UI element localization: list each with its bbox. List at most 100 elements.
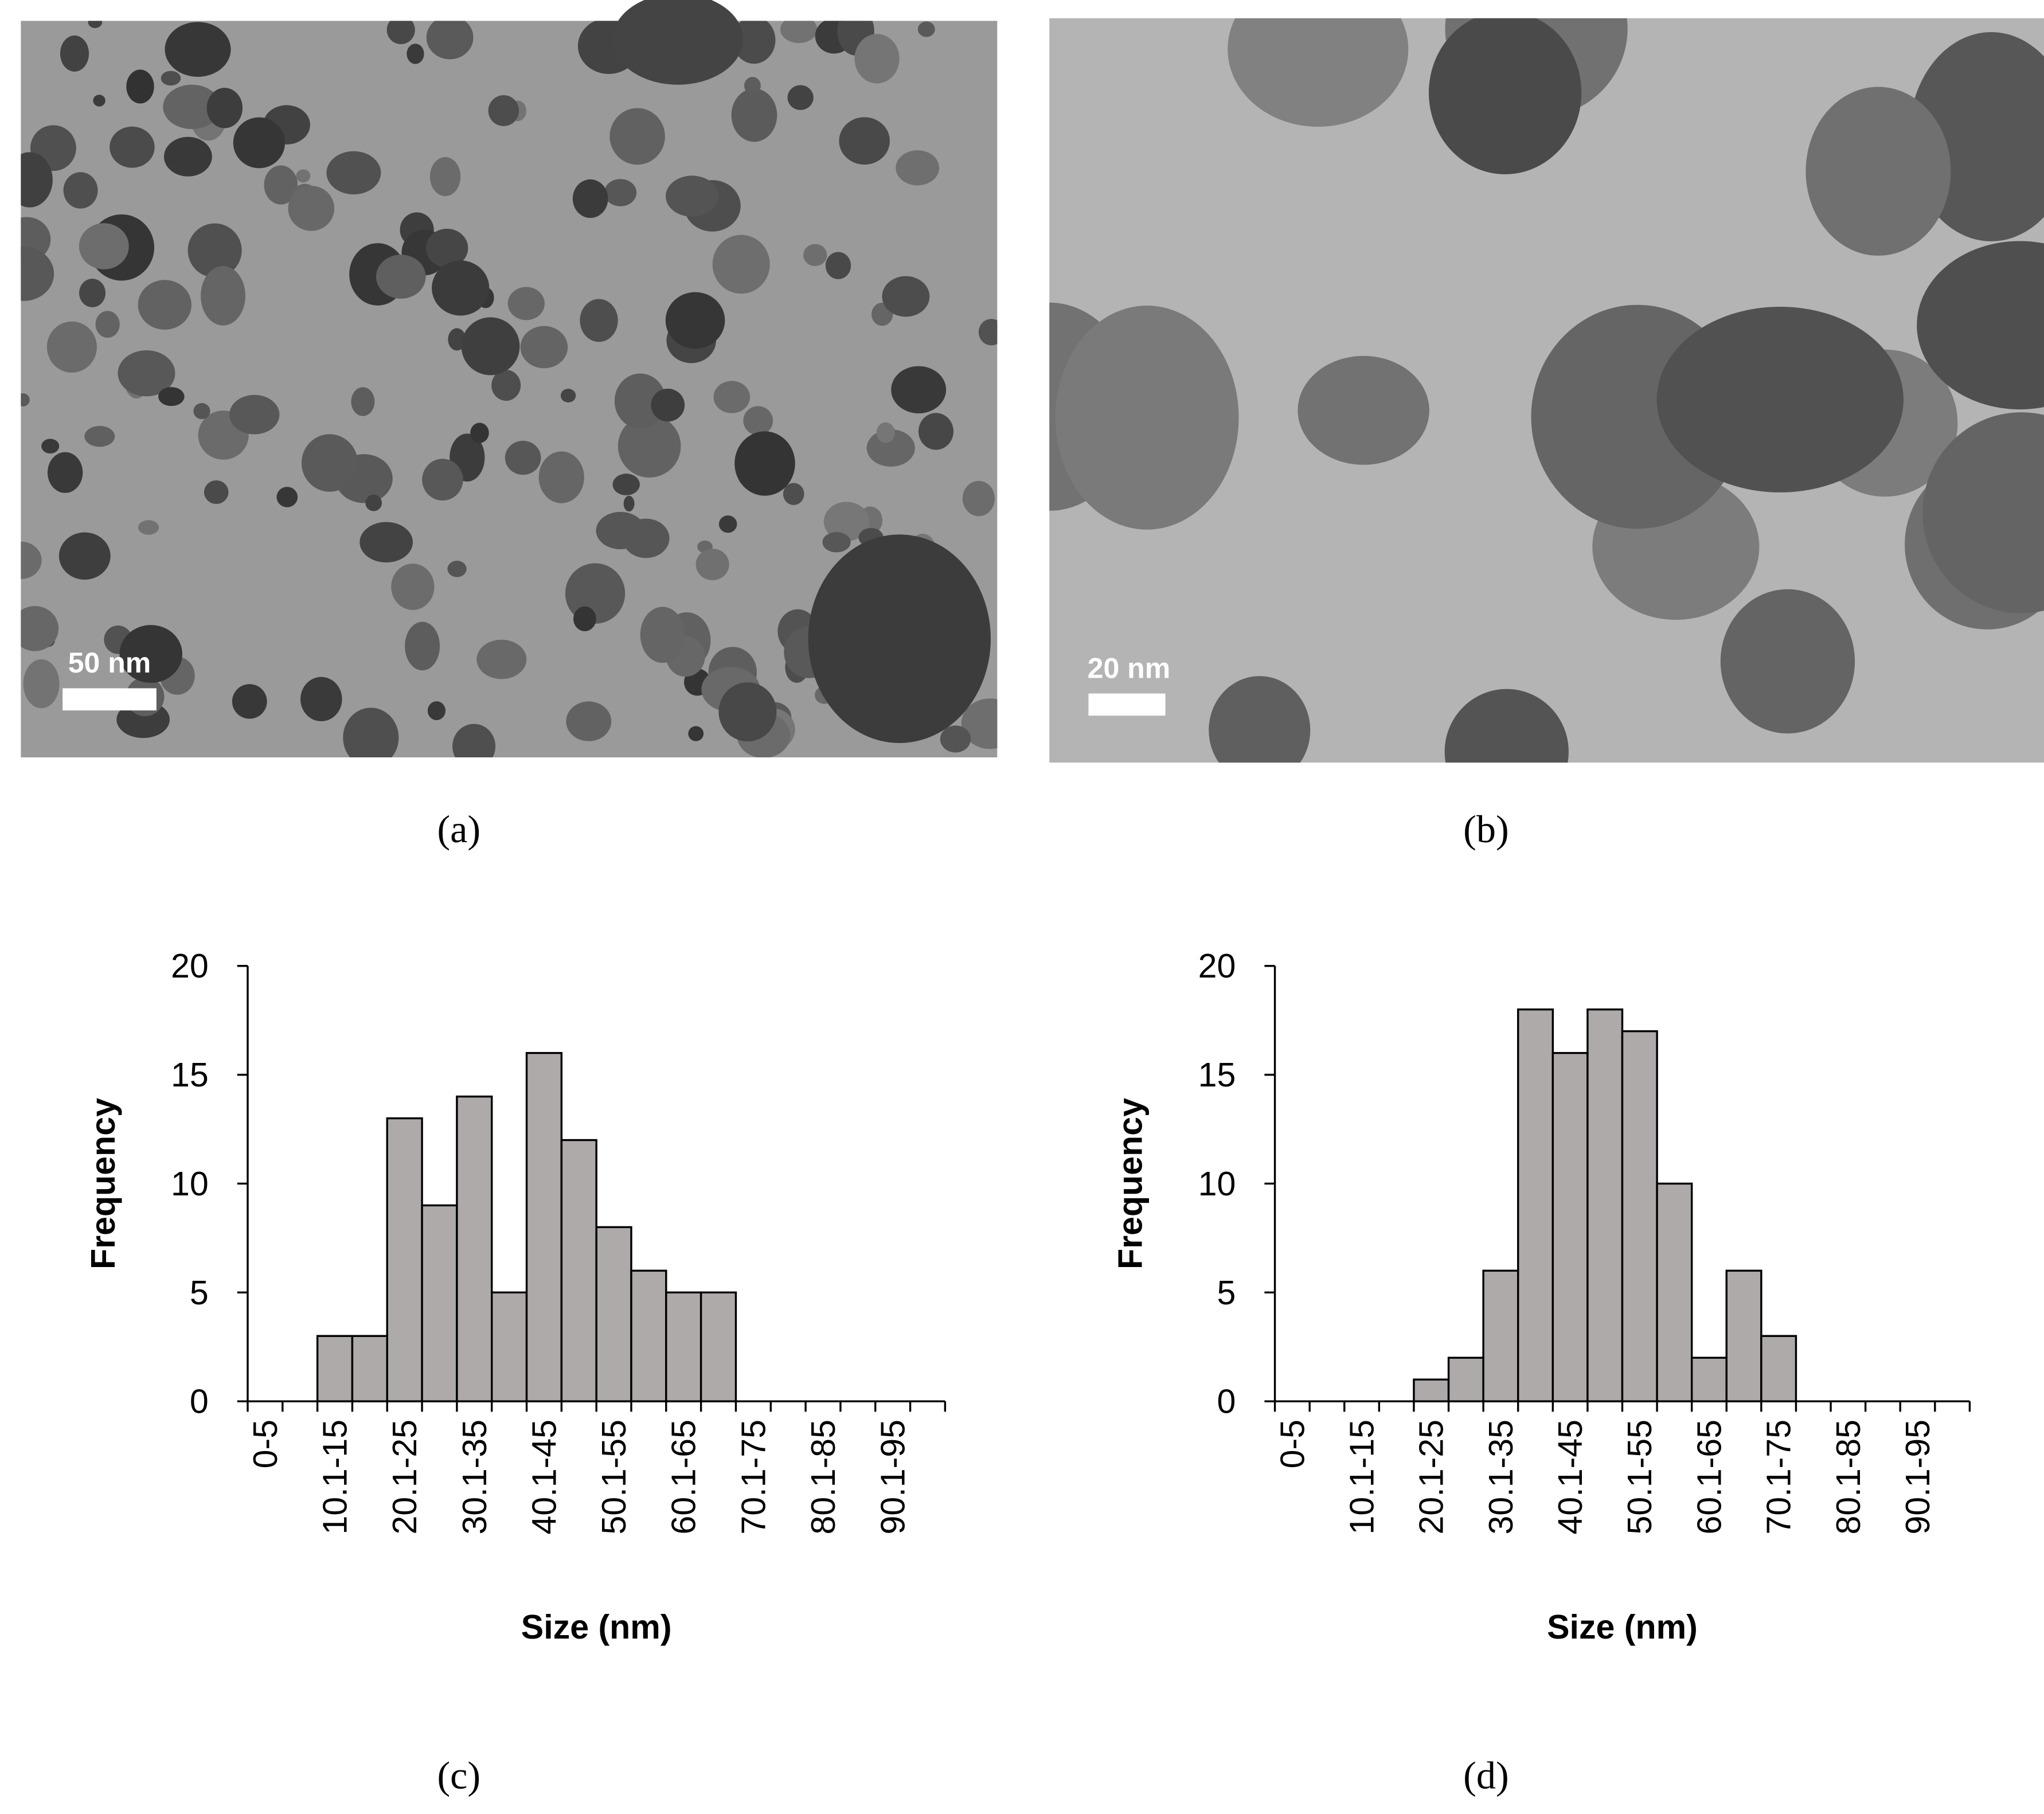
x-tick-label: 10.1-15 (1343, 1420, 1381, 1534)
tem-image-b: 20 nm (1049, 18, 2044, 763)
particle (63, 172, 98, 209)
particle (187, 223, 242, 278)
particle (1805, 87, 1951, 256)
particle (461, 317, 520, 376)
particle (452, 724, 496, 757)
particle (79, 279, 106, 307)
particle (432, 260, 490, 316)
particle (520, 326, 568, 369)
particle (193, 403, 210, 420)
x-tick-label: 60.1-65 (665, 1420, 703, 1534)
bar (351, 1335, 388, 1402)
particle (276, 487, 298, 507)
particle (823, 502, 870, 541)
particle (718, 515, 737, 533)
particle (351, 387, 375, 416)
particle (891, 366, 947, 413)
particle (429, 157, 461, 197)
y-axis-label: Frequency (84, 1098, 122, 1269)
particle (839, 117, 890, 165)
particle (978, 319, 998, 346)
particle (822, 531, 851, 553)
x-tick-label: 60.1-65 (1690, 1420, 1728, 1534)
particle (1209, 676, 1311, 763)
bar (1447, 1356, 1484, 1402)
particle (780, 21, 818, 44)
particle (422, 459, 463, 501)
particle (300, 677, 342, 722)
particle (505, 440, 541, 475)
y-tick-label: 5 (190, 1273, 209, 1312)
bar (665, 1291, 702, 1402)
particle (447, 561, 467, 577)
chart: 0 5 10 15 20 0-5 10.1-15 20.1-25 30.1-35 40.1-45 5… (84, 947, 947, 1797)
particle (573, 606, 596, 631)
particle (84, 425, 115, 447)
x-tick-label: 80.1-85 (1829, 1420, 1867, 1534)
particle (47, 452, 83, 493)
bar (560, 1139, 597, 1402)
particle (825, 252, 851, 279)
y-tick-label: 10 (1198, 1164, 1236, 1203)
particle (734, 431, 795, 496)
particle (425, 228, 468, 268)
particle (164, 136, 212, 177)
particle (21, 605, 59, 651)
panel-label: (b) (1463, 807, 1509, 851)
bar (456, 1095, 493, 1402)
particle (1055, 306, 1239, 530)
panel-label: (d) (1463, 1753, 1509, 1797)
particle (288, 186, 335, 231)
particle (21, 541, 42, 579)
y-tick-label: 5 (1217, 1273, 1236, 1312)
x-tick-label: 0-5 (1273, 1420, 1311, 1468)
particle (743, 406, 773, 436)
particle (665, 292, 725, 349)
particle (560, 389, 576, 402)
x-tick-label: 10.1-15 (315, 1420, 354, 1534)
particle (301, 434, 358, 492)
particle (161, 71, 181, 86)
particle (376, 255, 426, 299)
particle (46, 321, 97, 373)
particle (854, 34, 900, 84)
bar (1482, 1269, 1519, 1402)
x-tick-label: 90.1-95 (1898, 1420, 1937, 1534)
particle (808, 534, 991, 743)
particle (1720, 589, 1855, 734)
particle (95, 311, 120, 338)
particle (1922, 412, 2044, 613)
particle (783, 483, 804, 505)
particle (612, 0, 743, 85)
particle (201, 266, 245, 326)
x-tick-label: 30.1-35 (1482, 1420, 1520, 1534)
particle (21, 152, 53, 208)
particles (21, 21, 998, 757)
particle (326, 151, 381, 195)
particle (110, 126, 155, 168)
particle (618, 415, 681, 478)
particle (712, 234, 770, 294)
particle (229, 394, 280, 435)
particle (427, 701, 446, 721)
x-axis-label: Size (nm) (1547, 1608, 1698, 1646)
particle (580, 299, 618, 342)
x-tick-label: 40.1-45 (525, 1420, 563, 1534)
y-tick-label: 15 (1198, 1055, 1236, 1094)
particle (962, 480, 995, 517)
bar (1656, 1182, 1693, 1402)
particle (79, 223, 129, 269)
x-tick-label: 50.1-55 (1620, 1420, 1659, 1534)
bar (699, 1291, 737, 1402)
x-tick-label: 20.1-25 (1412, 1420, 1451, 1534)
particle (476, 639, 527, 679)
particle (572, 179, 608, 218)
particle (787, 85, 814, 110)
particle (405, 621, 440, 671)
scale-bar-label: 50 nm (68, 647, 151, 679)
bar (525, 1051, 563, 1402)
particle (718, 682, 777, 742)
bar (1725, 1269, 1762, 1402)
x-tick-label: 70.1-75 (1760, 1420, 1798, 1534)
